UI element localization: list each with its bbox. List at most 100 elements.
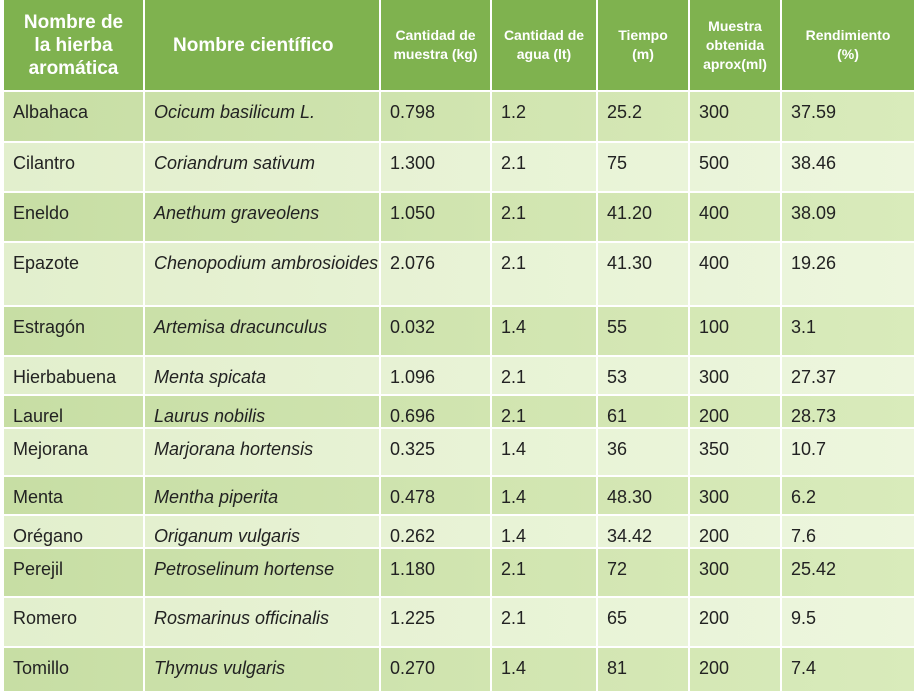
- header-cell: Nombre científico: [145, 0, 381, 92]
- cell: 65: [598, 598, 690, 648]
- header-line: Tiempo: [618, 27, 668, 43]
- cell: 25.2: [598, 92, 690, 143]
- cell: 0.478: [381, 477, 492, 516]
- row-header-cell: Cilantro: [4, 143, 145, 193]
- cell: 61: [598, 396, 690, 429]
- header-line: aromática: [28, 57, 119, 79]
- cell: 9.5: [782, 598, 916, 648]
- cell: 200: [690, 598, 782, 648]
- header-line: aprox(ml): [703, 55, 767, 72]
- cell: 28.73: [782, 396, 916, 429]
- cell: Chenopodium ambrosioides: [145, 243, 381, 307]
- header-line: Nombre científico: [173, 34, 334, 56]
- row-header-cell: Orégano: [4, 516, 145, 549]
- row-header-cell: Perejil: [4, 549, 145, 598]
- cell: 1.225: [381, 598, 492, 648]
- header-line: Cantidad de: [503, 27, 585, 43]
- cell: Mentha piperita: [145, 477, 381, 516]
- header-line: Nombre de: [23, 11, 124, 33]
- row-header-cell: Hierbabuena: [4, 357, 145, 396]
- header-line: Rendimiento: [805, 27, 891, 43]
- row-header-cell: Eneldo: [4, 193, 145, 243]
- cell: 2.1: [492, 143, 598, 193]
- cell: 2.1: [492, 357, 598, 396]
- header-cell: Nombre de la hierba aromática: [4, 0, 145, 92]
- row-header-cell: Tomillo: [4, 648, 145, 693]
- header-line: la hierba: [34, 34, 113, 56]
- cell: 0.798: [381, 92, 492, 143]
- header-cell: Tiempo (m): [598, 0, 690, 92]
- cell: 1.4: [492, 516, 598, 549]
- cell: 1.4: [492, 648, 598, 693]
- cell: 300: [690, 92, 782, 143]
- cell: Marjorana hortensis: [145, 429, 381, 477]
- cell: 7.6: [782, 516, 916, 549]
- header-cell: Rendimiento (%): [782, 0, 916, 92]
- cell: 400: [690, 243, 782, 307]
- cell: 1.300: [381, 143, 492, 193]
- cell: Origanum vulgaris: [145, 516, 381, 549]
- cell: 7.4: [782, 648, 916, 693]
- cell: 2.1: [492, 193, 598, 243]
- header-line: agua (lt): [516, 46, 572, 62]
- cell: 1.4: [492, 307, 598, 357]
- row-header-cell: Epazote: [4, 243, 145, 307]
- header-line: (m): [632, 46, 654, 62]
- cell: 200: [690, 516, 782, 549]
- cell: 2.1: [492, 598, 598, 648]
- cell: 41.30: [598, 243, 690, 307]
- cell: 1.2: [492, 92, 598, 143]
- row-header-cell: Albahaca: [4, 92, 145, 143]
- table: Nombre de la hierba aromática Nombre cientí…: [4, 0, 916, 693]
- cell: 6.2: [782, 477, 916, 516]
- cell: Ocicum basilicum L.: [145, 92, 381, 143]
- header-line: (%): [837, 46, 859, 62]
- cell: 38.46: [782, 143, 916, 193]
- cell: 1.096: [381, 357, 492, 396]
- cell: 300: [690, 549, 782, 598]
- cell: Laurus nobilis: [145, 396, 381, 429]
- cell: 10.7: [782, 429, 916, 477]
- cell: Thymus vulgaris: [145, 648, 381, 693]
- cell: Menta spicata: [145, 357, 381, 396]
- header-line: Cantidad de: [395, 27, 476, 43]
- cell: 0.032: [381, 307, 492, 357]
- cell: 200: [690, 648, 782, 693]
- cell: 41.20: [598, 193, 690, 243]
- cell: 1.4: [492, 477, 598, 516]
- cell: 1.4: [492, 429, 598, 477]
- cell: 1.050: [381, 193, 492, 243]
- cell: 81: [598, 648, 690, 693]
- cell: Artemisa dracunculus: [145, 307, 381, 357]
- cell: 38.09: [782, 193, 916, 243]
- cell: 400: [690, 193, 782, 243]
- cell: 500: [690, 143, 782, 193]
- cell: 0.325: [381, 429, 492, 477]
- cell: Coriandrum sativum: [145, 143, 381, 193]
- cell: 3.1: [782, 307, 916, 357]
- header-cell: Muestra obtenida aprox(ml): [690, 0, 782, 92]
- cell: 300: [690, 477, 782, 516]
- cell: 34.42: [598, 516, 690, 549]
- cell: 75: [598, 143, 690, 193]
- cell: Petroselinum hortense: [145, 549, 381, 598]
- cell: 55: [598, 307, 690, 357]
- row-header-cell: Menta: [4, 477, 145, 516]
- cell: 25.42: [782, 549, 916, 598]
- cell: 53: [598, 357, 690, 396]
- header-line: muestra (kg): [393, 46, 478, 62]
- cell: 2.1: [492, 396, 598, 429]
- cell: 27.37: [782, 357, 916, 396]
- row-header-cell: Mejorana: [4, 429, 145, 477]
- cell: 350: [690, 429, 782, 477]
- cell: 2.1: [492, 549, 598, 598]
- row-header-cell: Romero: [4, 598, 145, 648]
- header-line: Muestra: [708, 17, 762, 34]
- row-header-cell: Laurel: [4, 396, 145, 429]
- cell: 37.59: [782, 92, 916, 143]
- cell: 2.1: [492, 243, 598, 307]
- cell: 200: [690, 396, 782, 429]
- cell: 300: [690, 357, 782, 396]
- header-cell: Cantidad de agua (lt): [492, 0, 598, 92]
- header-line: obtenida: [705, 36, 765, 53]
